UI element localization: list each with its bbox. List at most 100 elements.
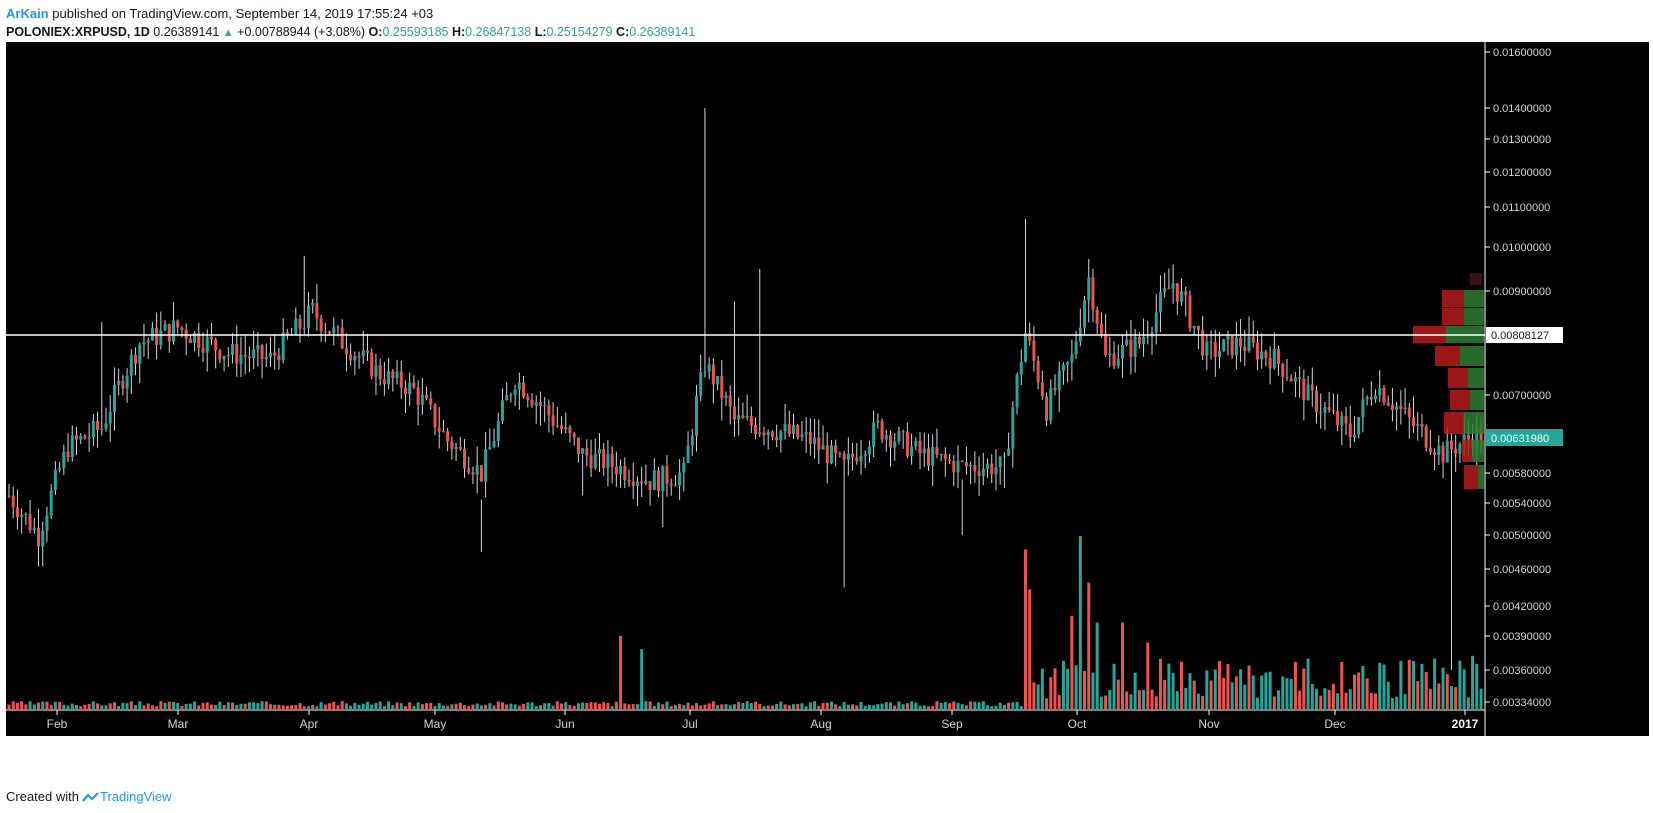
- volume-bar: [623, 703, 627, 709]
- high-value: 0.26847138: [465, 25, 532, 39]
- candle-body: [568, 427, 572, 434]
- volume-bar: [1108, 690, 1112, 709]
- volume-bar: [429, 702, 433, 709]
- time-tick-label: 2017: [1452, 717, 1479, 731]
- candle-body: [361, 350, 365, 357]
- candle-body: [1167, 288, 1171, 290]
- candle-body: [800, 434, 804, 438]
- last-price: 0.26389141: [153, 25, 220, 39]
- volume-bar: [994, 705, 998, 709]
- price-tick-label: 0.00540000: [1493, 498, 1551, 510]
- candle-body: [1310, 384, 1314, 391]
- candle-body: [58, 468, 62, 470]
- candle-body: [467, 468, 471, 473]
- volume-bar: [125, 703, 129, 709]
- volume-bar: [1441, 667, 1445, 709]
- candle-body: [1091, 277, 1095, 310]
- volume-bar: [441, 705, 445, 709]
- candle-body: [1348, 423, 1352, 438]
- volume-bar: [1281, 676, 1285, 709]
- candle-body: [142, 342, 146, 345]
- volume-bar: [762, 706, 766, 709]
- volume-bar: [1357, 672, 1361, 709]
- volume-bar: [218, 701, 222, 709]
- volume-profile: [1413, 273, 1484, 489]
- candle-body: [1209, 341, 1213, 343]
- volume-bar: [408, 702, 412, 709]
- candle-body: [100, 428, 104, 431]
- candle-body: [796, 425, 800, 438]
- volume-bar: [686, 702, 690, 709]
- candle-body: [1449, 440, 1453, 450]
- candle-body: [1230, 336, 1234, 356]
- volume-bar: [399, 703, 403, 709]
- candle-body: [707, 364, 711, 372]
- candle-body: [395, 371, 399, 379]
- volume-bar: [188, 703, 192, 709]
- volume-bar: [311, 704, 315, 709]
- candle-body: [922, 448, 926, 454]
- tradingview-link[interactable]: TradingView: [82, 787, 172, 807]
- volume-bar: [652, 706, 656, 709]
- time-tick-label: Mar: [168, 717, 189, 731]
- volume-bar: [969, 701, 973, 709]
- volume-bar: [711, 701, 715, 709]
- candle-body: [353, 356, 357, 361]
- candle-body: [1293, 377, 1297, 382]
- volume-bar: [1403, 694, 1407, 709]
- volume-bar: [741, 702, 745, 709]
- volume-bar: [247, 702, 251, 709]
- volume-bar: [1083, 670, 1087, 709]
- candle-body: [366, 350, 370, 353]
- candle-body: [1319, 412, 1323, 414]
- volume-bar: [1104, 695, 1108, 709]
- volume-bar: [1045, 698, 1049, 709]
- symbol-name[interactable]: POLONIEX:XRPUSD, 1D: [6, 25, 150, 39]
- candle-body: [1458, 444, 1462, 454]
- profile-bar-up: [1472, 440, 1484, 462]
- author-link[interactable]: ArKain: [6, 6, 49, 21]
- volume-bar: [918, 705, 922, 709]
- volume-bar: [1032, 682, 1036, 709]
- candle-body: [619, 466, 623, 475]
- volume-bar: [471, 704, 475, 709]
- candle-body: [931, 447, 935, 466]
- candle-body: [762, 432, 766, 436]
- volume-bar: [631, 704, 635, 709]
- candle-body: [897, 431, 901, 442]
- profile-bar-down: [1462, 440, 1472, 462]
- price-tick-label: 0.00900000: [1493, 286, 1551, 298]
- volume-bar: [939, 702, 943, 709]
- volume-bar: [1192, 680, 1196, 709]
- volume-bar: [450, 704, 454, 709]
- candle-body: [1032, 340, 1036, 361]
- candle-body: [859, 455, 863, 462]
- volume-bar: [661, 704, 665, 709]
- candle-body: [112, 384, 116, 412]
- volume-bar: [665, 701, 669, 709]
- candle-body: [969, 464, 973, 467]
- volume-bar: [517, 705, 521, 709]
- candle-body: [416, 387, 420, 405]
- price-axis[interactable]: 0.01600000 0.01400000 0.01300000 0.01200000…: [1485, 47, 1551, 709]
- volume-bar: [522, 703, 526, 709]
- volume-bar: [1445, 674, 1449, 709]
- volume-bar: [1011, 702, 1015, 709]
- volume-bar: [269, 704, 273, 709]
- volume-bar: [572, 705, 576, 709]
- candle-body: [1028, 332, 1032, 341]
- candle-body: [125, 375, 129, 389]
- volume-bar: [1222, 678, 1226, 709]
- volume-bar: [1066, 668, 1070, 709]
- volume-bar: [349, 705, 353, 709]
- candle-body: [1057, 370, 1061, 391]
- volume-bar: [1378, 662, 1382, 709]
- volume-bar: [315, 706, 319, 709]
- volume-bar: [7, 704, 11, 709]
- time-axis[interactable]: Feb Mar Apr May Jun Jul Aug Sep Oct Nov Dec 2017: [47, 710, 1479, 731]
- candle-body: [433, 404, 437, 428]
- volume-bar: [28, 701, 32, 709]
- candle-body: [926, 448, 930, 466]
- volume-bar: [1209, 680, 1213, 709]
